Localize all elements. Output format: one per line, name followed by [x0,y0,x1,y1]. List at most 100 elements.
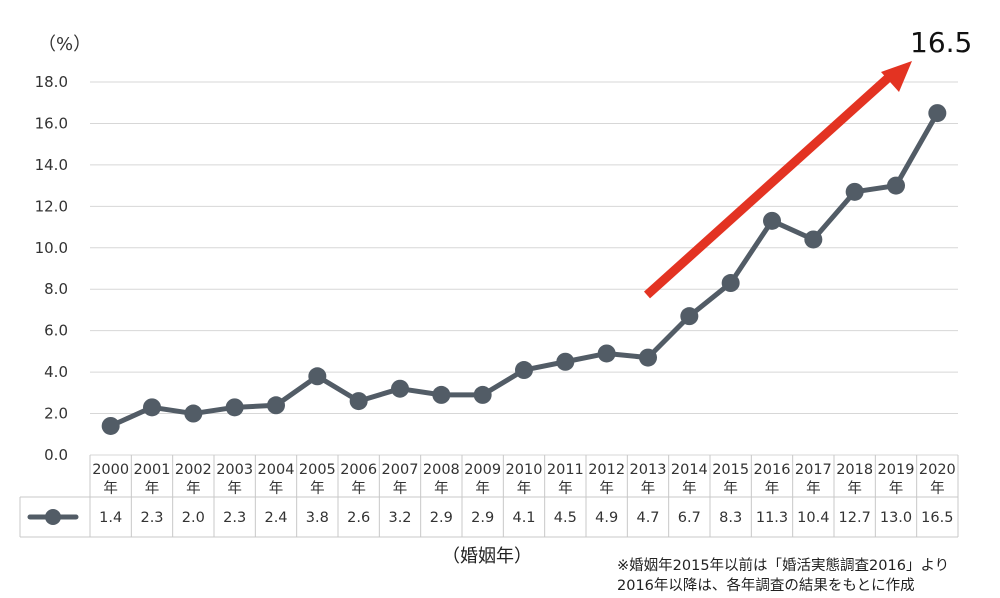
data-label: 11.3 [756,510,788,526]
x-category-suffix: 年 [723,480,738,497]
x-category-suffix: 年 [641,480,656,497]
y-tick-label: 4.0 [44,363,68,381]
y-tick-label: 6.0 [44,322,68,340]
arrow-shaft [643,74,892,299]
x-category-suffix: 年 [269,480,284,497]
data-point [887,176,905,195]
x-category-suffix: 年 [599,480,614,497]
x-category-year: 2017 [795,462,832,478]
data-point [391,379,409,398]
data-label: 16.5 [921,510,953,526]
x-category-year: 2014 [671,462,708,478]
x-category-year: 2006 [340,462,377,478]
data-label: 4.7 [636,510,659,526]
data-point [225,398,244,417]
y-axis-unit: （%） [38,34,91,55]
y-axis-ticks: 0.0 2.0 4.0 6.0 8.0 10.0 12.0 14.0 16.0 18.0 [35,73,68,464]
x-category-year: 2003 [216,462,253,478]
x-category-year: 2007 [382,462,419,478]
data-label: 4.9 [595,510,618,526]
data-point [680,307,699,326]
y-tick-label: 2.0 [44,405,68,423]
x-category-year: 2000 [92,462,129,478]
x-category-suffix: 年 [310,480,325,497]
x-category-suffix: 年 [765,480,780,497]
data-point [143,398,161,417]
data-point [928,104,947,123]
y-tick-label: 0.0 [44,446,68,464]
x-category-suffix: 年 [475,480,490,497]
data-label: 3.2 [388,510,411,526]
x-category-year: 2010 [506,462,543,478]
y-tick-label: 10.0 [35,239,68,257]
data-label: 6.7 [678,510,701,526]
data-label: 12.7 [839,510,871,526]
x-category-suffix: 年 [847,480,862,497]
x-category-suffix: 年 [393,480,408,497]
data-label: 1.4 [99,510,122,526]
data-label: 2.9 [430,510,453,526]
data-label: 2.9 [471,510,494,526]
x-category-year: 2008 [423,462,460,478]
data-point [556,352,575,371]
x-category-year: 2011 [547,462,584,478]
legend-key-marker [45,509,61,525]
data-point [101,416,120,435]
callout-value: 16.5 [910,26,972,59]
source-note-line-1: ※婚姻年2015年以前は「婚活実態調査2016」より [617,557,949,574]
y-tick-label: 8.0 [44,280,68,298]
x-category-year: 2020 [919,462,956,478]
data-point [473,385,492,404]
data-point [267,396,285,415]
series-path [109,111,940,429]
data-label: 2.3 [223,510,246,526]
x-category-suffix: 年 [889,480,904,497]
y-tick-label: 14.0 [35,156,68,174]
x-category-suffix: 年 [103,480,118,497]
x-category-year: 2001 [134,462,171,478]
x-category-year: 2002 [175,462,212,478]
x-category-year: 2015 [712,462,749,478]
data-label: 2.3 [140,510,163,526]
data-table: 2000 年 1.4 2001 年 2.3 2002 年 2.0 2003 年 2.3 2004 年 2.4… [19,455,959,538]
data-label: 2.6 [347,510,370,526]
x-category-year: 2009 [464,462,501,478]
x-category-year: 2004 [258,462,295,478]
y-tick-label: 16.0 [35,114,68,132]
data-point [845,182,864,201]
x-category-year: 2018 [836,462,873,478]
data-label: 3.8 [306,510,329,526]
data-point [804,230,823,249]
x-category-year: 2013 [630,462,667,478]
data-point [597,344,616,363]
x-category-suffix: 年 [558,480,573,497]
data-point [721,274,740,293]
data-point [639,348,657,367]
x-category-suffix: 年 [434,480,449,497]
data-label: 2.4 [264,510,287,526]
x-category-suffix: 年 [682,480,697,497]
y-tick-label: 12.0 [35,197,68,215]
x-category-year: 2005 [299,462,336,478]
data-label: 8.3 [719,510,742,526]
data-label: 13.0 [880,510,912,526]
data-point [432,385,451,404]
y-tick-label: 18.0 [35,73,68,91]
data-label: 4.5 [554,510,577,526]
x-category-suffix: 年 [186,480,201,497]
data-label: 2.0 [182,510,205,526]
x-category-year: 2019 [878,462,915,478]
arrow-head [881,61,912,92]
data-point [763,211,781,230]
source-note-line-2: 2016年以降は、各年調査の結果をもとに作成 [617,577,915,594]
x-category-suffix: 年 [227,480,242,497]
x-category-year: 2016 [754,462,791,478]
data-label: 4.1 [512,510,535,526]
x-category-suffix: 年 [351,480,366,497]
x-category-suffix: 年 [517,480,532,497]
x-category-year: 2012 [588,462,625,478]
data-point [349,392,368,411]
trend-arrow [643,61,912,299]
data-point [308,367,327,386]
